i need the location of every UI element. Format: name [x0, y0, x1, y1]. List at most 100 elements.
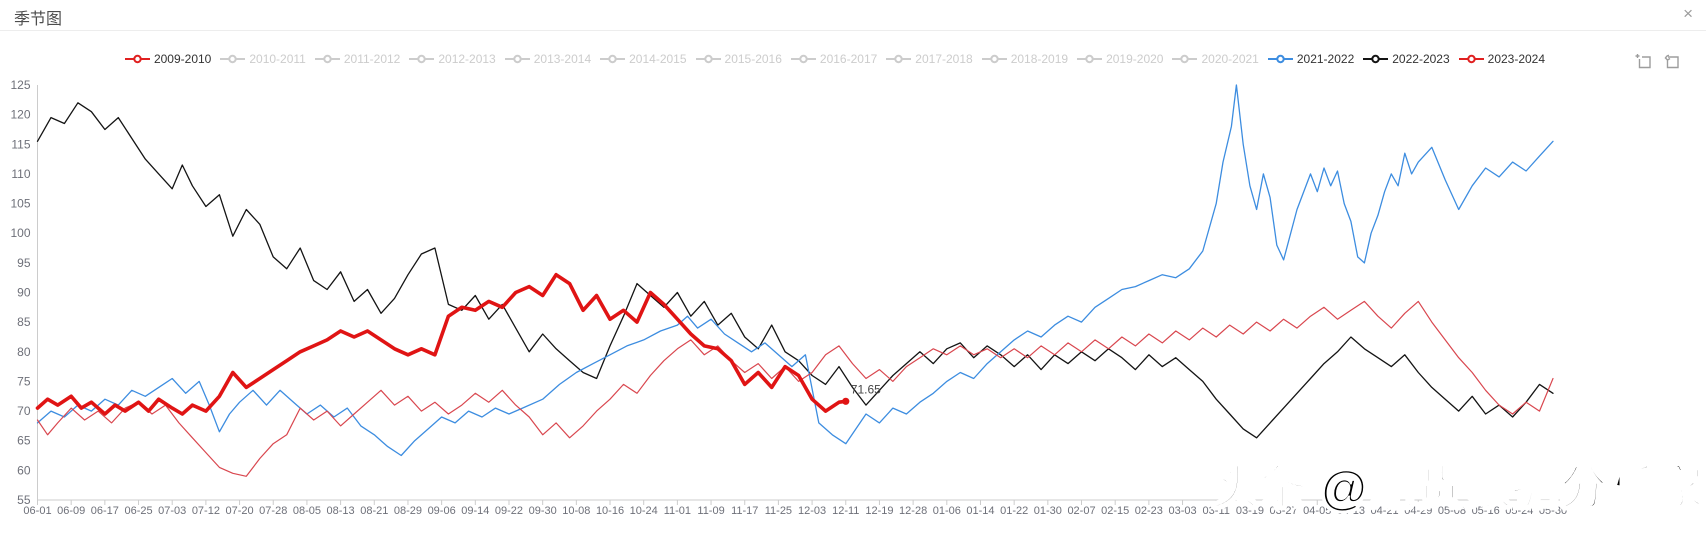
x-axis-label: 01-22 — [1000, 505, 1028, 517]
x-axis-label: 08-29 — [394, 505, 422, 517]
x-axis-label: 01-30 — [1034, 505, 1062, 517]
x-axis-label: 02-15 — [1101, 505, 1129, 517]
y-axis-label: 55 — [17, 493, 31, 507]
x-axis-label: 02-23 — [1135, 505, 1163, 517]
legend-label: 2022-2023 — [1392, 52, 1450, 66]
legend-item-2011-2012[interactable]: 2011-2012 — [314, 52, 401, 66]
y-axis-label: 125 — [10, 78, 30, 92]
y-axis-label: 100 — [10, 226, 30, 240]
y-axis-label: 70 — [17, 404, 31, 418]
legend-item-2012-2013[interactable]: 2012-2013 — [409, 52, 496, 66]
data-zoom-icon[interactable] — [1635, 53, 1652, 75]
value-annotation: 71.65 — [851, 382, 881, 396]
legend-label: 2009-2010 — [153, 52, 212, 66]
x-axis-label: 03-27 — [1270, 505, 1298, 517]
series-line-2023-2024 — [35, 272, 848, 416]
legend-item-2009-2010[interactable]: 2009-2010 — [124, 52, 212, 66]
x-axis-label: 06-09 — [57, 505, 85, 517]
y-axis-label: 110 — [11, 167, 30, 181]
x-axis-label: 04-29 — [1404, 505, 1432, 517]
legend-label: 2010-2011 — [249, 52, 306, 66]
x-axis-label: 12-19 — [865, 505, 893, 517]
legend-item-2021-2022[interactable]: 2021-2022 — [1267, 52, 1355, 66]
x-axis-label: 11-01 — [664, 505, 691, 517]
x-axis-label: 10-16 — [596, 505, 624, 517]
x-axis-label: 12-11 — [832, 505, 859, 517]
y-axis-label: 105 — [10, 197, 30, 211]
series-end-marker — [842, 397, 850, 405]
legend-marker-icon — [790, 54, 816, 64]
legend-marker-icon — [695, 54, 721, 64]
series-line-2021-2022 — [36, 84, 1554, 457]
x-axis-label: 09-06 — [428, 505, 456, 517]
legend-label: 2013-2014 — [533, 52, 592, 66]
legend-label: 2017-2018 — [915, 52, 973, 66]
x-axis-label: 01-14 — [966, 505, 994, 517]
x-axis-label: 11-25 — [765, 505, 792, 517]
legend-item-2013-2014[interactable]: 2013-2014 — [504, 52, 592, 66]
legend-item-2014-2015[interactable]: 2014-2015 — [600, 52, 687, 66]
page-title: 季节图 — [14, 11, 63, 28]
legend-item-2018-2019[interactable]: 2018-2019 — [981, 52, 1068, 66]
y-axis-label: 115 — [11, 137, 30, 151]
restore-icon[interactable] — [1663, 53, 1680, 75]
legend-item-2019-2020[interactable]: 2019-2020 — [1077, 52, 1163, 66]
y-axis-label: 120 — [10, 108, 30, 122]
legend-item-2015-2016[interactable]: 2015-2016 — [695, 52, 782, 66]
y-axis-label: 85 — [17, 315, 31, 329]
legend-item-2020-2021[interactable]: 2020-2021 — [1172, 52, 1259, 66]
x-axis-label: 08-05 — [293, 505, 321, 517]
legend-label: 2011-2012 — [343, 52, 401, 66]
legend-label: 2023-2024 — [1487, 52, 1546, 66]
legend-item-2017-2018[interactable]: 2017-2018 — [886, 52, 973, 66]
close-icon[interactable]: × — [1683, 4, 1693, 23]
legend-marker-icon — [1458, 54, 1484, 64]
x-axis-label: 11-09 — [697, 505, 724, 517]
x-axis-label: 10-08 — [562, 505, 590, 517]
x-axis-label: 08-21 — [360, 505, 388, 517]
x-axis-label: 03-03 — [1168, 505, 1196, 517]
x-axis-label: 06-17 — [91, 505, 119, 517]
legend-marker-icon — [124, 54, 150, 64]
x-axis-label: 05-24 — [1505, 505, 1533, 517]
legend-item-2010-2011[interactable]: 2010-2011 — [220, 52, 306, 66]
series-line-2022-2023 — [36, 102, 1554, 439]
x-axis-label: 02-07 — [1067, 505, 1095, 517]
legend-marker-icon — [886, 54, 912, 64]
x-axis-label: 09-30 — [529, 505, 557, 517]
legend-item-2023-2024[interactable]: 2023-2024 — [1458, 52, 1546, 66]
x-axis-label: 06-25 — [124, 505, 152, 517]
x-axis-label: 07-20 — [225, 505, 253, 517]
x-axis-label: 03-19 — [1236, 505, 1264, 517]
legend-marker-icon — [1172, 54, 1198, 64]
legend-label: 2015-2016 — [724, 52, 782, 66]
x-axis-label: 12-28 — [899, 505, 927, 517]
y-axis-label: 80 — [17, 345, 31, 359]
x-axis-label: 04-21 — [1371, 505, 1399, 517]
x-axis-label: 01-06 — [933, 505, 961, 517]
x-axis-label: 04-13 — [1337, 505, 1365, 517]
legend-label: 2014-2015 — [629, 52, 687, 66]
x-axis-label: 07-28 — [259, 505, 287, 517]
y-axis-label: 60 — [17, 463, 31, 477]
x-axis-label: 09-14 — [461, 505, 489, 517]
legend-marker-icon — [220, 54, 246, 64]
series-line-2009-2010 — [36, 300, 1554, 477]
legend-label: 2021-2022 — [1296, 52, 1355, 66]
legend-item-2022-2023[interactable]: 2022-2023 — [1363, 52, 1450, 66]
chart-legend: 2009-2010 2010-2011 2011-2012 2012-2013 … — [0, 52, 1670, 66]
legend-marker-icon — [600, 54, 626, 64]
x-axis-label: 07-12 — [192, 505, 220, 517]
x-axis-label: 09-22 — [495, 505, 523, 517]
x-axis-label: 12-03 — [798, 505, 826, 517]
x-axis-label: 10-24 — [630, 505, 658, 517]
x-axis-label: 06-01 — [23, 505, 51, 517]
x-axis-label: 05-16 — [1472, 505, 1500, 517]
legend-item-2016-2017[interactable]: 2016-2017 — [790, 52, 877, 66]
legend-label: 2012-2013 — [438, 52, 496, 66]
chart-toolbox — [1635, 53, 1680, 75]
legend-marker-icon — [1363, 54, 1389, 64]
y-axis-label: 90 — [17, 286, 31, 300]
